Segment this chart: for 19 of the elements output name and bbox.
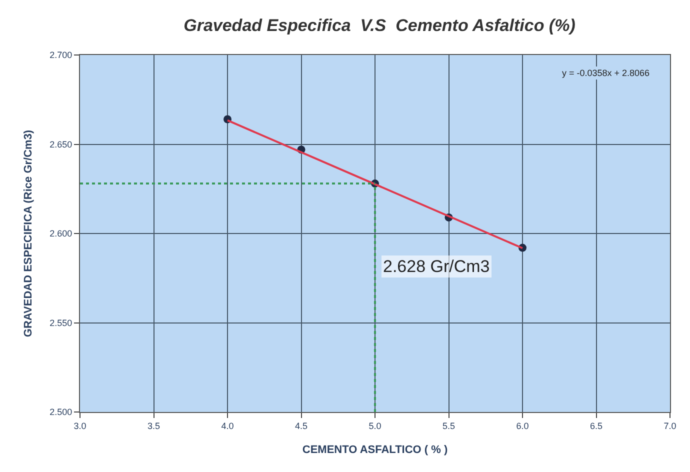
chart-title: Gravedad Especifica V.S Cemento Asfaltico (%) <box>184 16 576 35</box>
y-tick-label: 2.650 <box>50 139 72 150</box>
x-tick-label: 7.0 <box>664 420 676 431</box>
x-tick-label: 3.5 <box>147 420 160 431</box>
x-tick-label: 3.0 <box>74 420 86 431</box>
x-tick-label: 5.0 <box>368 420 382 431</box>
annotation: y = -0.0358x + 2.8066 <box>562 68 650 78</box>
y-tick-label: 2.600 <box>50 228 72 239</box>
x-tick-label: 4.5 <box>294 420 308 431</box>
annotation: 2.628 Gr/Cm3 <box>383 257 490 276</box>
x-tick-label: 4.0 <box>221 420 234 431</box>
x-tick-label: 6.0 <box>516 420 529 431</box>
y-axis-title: GRAVEDAD ESPECIFICA (Rice Gr/Cm3) <box>22 130 34 338</box>
y-tick-label: 2.500 <box>50 407 72 418</box>
x-axis-title: CEMENTO ASFALTICO ( % ) <box>302 444 448 456</box>
x-tick-label: 6.5 <box>590 420 603 431</box>
y-tick-label: 2.550 <box>50 318 72 328</box>
y-tick-label: 2.700 <box>50 50 72 60</box>
x-tick-label: 5.5 <box>442 420 456 431</box>
